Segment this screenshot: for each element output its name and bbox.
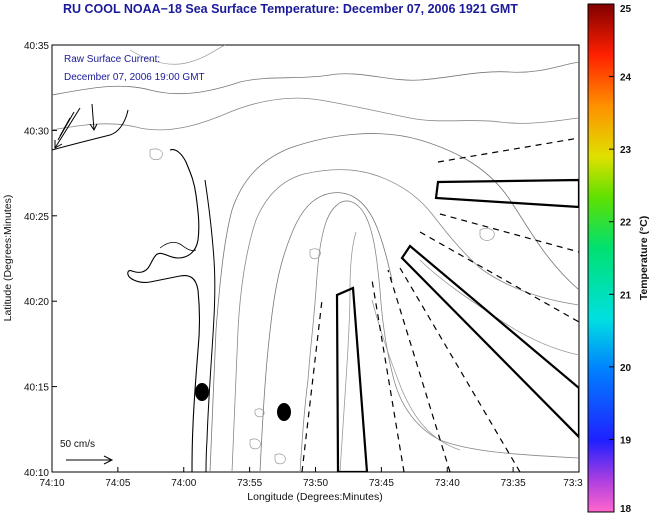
colorbar-tick-label: 18 (620, 504, 632, 515)
colorbar-ticks: 25 24 23 22 21 20 19 18 (609, 3, 632, 515)
y-tick-label: 40:35 (24, 41, 49, 52)
x-tick-label: 73:35 (501, 478, 526, 489)
x-tick-label: 73:3 (563, 478, 583, 489)
colorbar-tick-label: 24 (620, 73, 632, 84)
bathymetry-contours (52, 45, 579, 472)
y-axis-label: Latitude (Degrees:Minutes) (2, 195, 14, 322)
scale-label: 50 cm/s (60, 439, 95, 450)
colorbar-label: Temperature (°C) (638, 216, 650, 301)
colorbar-tick-label: 21 (620, 290, 632, 301)
x-tick-label: 73:40 (435, 478, 460, 489)
x-tick-label: 74:00 (171, 478, 196, 489)
colorbar-tick-label: 20 (620, 363, 632, 374)
station-marker (277, 403, 291, 421)
colorbar-tick-label: 25 (620, 4, 632, 15)
x-tick-label: 74:10 (39, 478, 64, 489)
colorbar (587, 3, 615, 513)
x-tick-label: 73:50 (303, 478, 328, 489)
coastline (52, 109, 216, 472)
current-note-line2: December 07, 2006 19:00 GMT (64, 72, 205, 83)
current-vectors (54, 103, 98, 149)
x-tick-label: 74:05 (105, 478, 130, 489)
y-tick-label: 40:25 (24, 212, 49, 223)
radar-polygons (335, 178, 579, 472)
colorbar-tick-label: 23 (620, 145, 632, 156)
radar-beams (301, 137, 579, 472)
x-axis-label: Longitude (Degrees:Minutes) (247, 491, 382, 503)
colorbar-tick-label: 22 (620, 218, 632, 229)
station-marker (195, 383, 209, 401)
scale-arrow (66, 455, 114, 465)
x-axis-ticks: 74:10 74:05 74:00 73:55 73:50 73:45 73:40 73:35… (39, 467, 583, 489)
x-tick-label: 73:45 (369, 478, 394, 489)
x-tick-label: 73:55 (237, 478, 262, 489)
y-axis-ticks: 40:35 40:30 40:25 40:20 40:15 40:10 (24, 41, 57, 479)
colorbar-tick-label: 19 (620, 435, 632, 446)
current-note-line1: Raw Surface Current: (64, 54, 160, 65)
y-tick-label: 40:15 (24, 383, 49, 394)
y-tick-label: 40:10 (24, 468, 49, 479)
y-tick-label: 40:20 (24, 297, 49, 308)
map-title: RU COOL NOAA−18 Sea Surface Temperature:… (63, 2, 518, 16)
y-tick-label: 40:30 (24, 126, 49, 137)
